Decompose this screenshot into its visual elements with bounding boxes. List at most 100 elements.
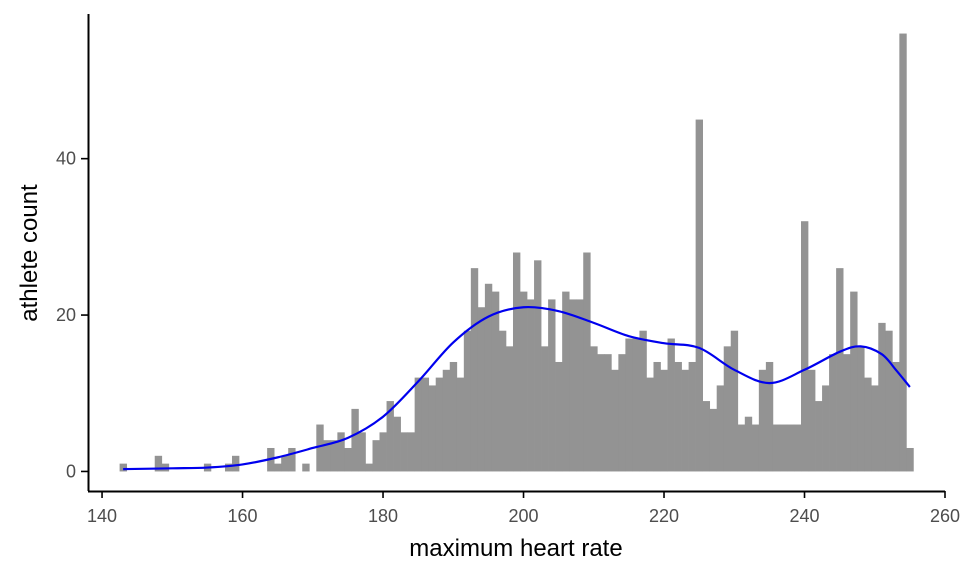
histogram-bar [772,424,781,472]
histogram-bar [751,424,760,472]
histogram-bar [274,463,282,472]
histogram-bar [611,369,619,472]
histogram-bar [491,291,500,472]
y-tick-label: 0 [66,461,76,481]
histogram-bar [330,440,338,472]
histogram-bar [442,369,451,472]
histogram-bar [744,416,753,472]
histogram-bar [288,447,296,472]
histogram-bar [801,221,809,472]
histogram-bar [829,354,837,472]
histogram-bar [379,432,387,472]
histogram-bar [512,252,521,472]
histogram-bar [793,424,802,472]
histogram-bar [232,455,240,472]
x-tick-label: 220 [649,506,679,526]
histogram-bar [498,330,507,472]
histogram-bar [604,354,612,472]
x-tick-label: 140 [87,506,117,526]
histogram-bar [871,385,879,472]
x-tick-label: 180 [368,506,398,526]
histogram-bar [344,447,352,472]
histogram-bar [583,252,591,472]
x-axis-ticks: 140 160 180 200 220 240 260 [87,491,960,526]
histogram-bar [449,361,458,472]
histogram-bar [822,385,830,472]
histogram-bar [737,424,746,472]
histogram-bar [400,432,408,472]
y-axis-title: athlete count [16,184,43,322]
histogram-bar [723,346,732,472]
histogram-bar [808,369,816,472]
histogram-bar [154,455,163,472]
histogram-bar [372,440,380,472]
histogram-bar [576,299,584,472]
histogram-bar [892,361,900,472]
histogram-bar [843,354,851,472]
histogram-bar [660,369,668,472]
histogram-bar [435,377,444,472]
histogram-bar [484,283,493,472]
histogram-bars [119,33,914,472]
y-tick-label: 20 [56,305,76,325]
y-axis-ticks: 0 20 40 [56,149,88,481]
histogram-bar [836,268,844,472]
histogram-bar [786,424,795,472]
histogram-bar [281,455,289,472]
histogram-bar [653,361,661,472]
histogram-bar [632,338,640,472]
histogram-bar [681,369,689,472]
histogram-bar [365,463,373,472]
histogram-bar [815,401,823,472]
histogram-bar [730,330,739,472]
histogram-bar [590,346,598,472]
histogram-bar [646,377,654,472]
histogram-bar [407,432,415,472]
histogram-bar [456,377,465,472]
histogram-bar [716,385,725,472]
histogram-bar [421,377,430,472]
histogram-bar [505,346,514,472]
histogram-bar [864,377,872,472]
histogram-bar [323,440,331,472]
x-tick-label: 160 [228,506,258,526]
histogram-bar [702,401,711,472]
histogram-bar [850,291,858,472]
histogram-bar [695,119,703,472]
x-tick-label: 260 [930,506,960,526]
histogram-bar [119,463,127,472]
histogram-bar [541,346,549,472]
histogram-bar [765,361,774,472]
density-curve [123,305,911,471]
histogram-bar [337,432,345,472]
histogram-bar [857,346,865,472]
histogram-bar [878,322,886,472]
x-axis-title: maximum heart rate [409,535,622,562]
histogram-bar [639,330,647,472]
histogram-bar [899,33,907,472]
histogram-bar [548,299,556,472]
histogram-bar [709,408,718,472]
histogram-bar [688,361,696,472]
x-tick-label: 200 [509,506,539,526]
histogram-bar [555,361,563,472]
histogram-bar [758,369,767,472]
histogram-bar [302,463,310,472]
histogram-bar [597,354,605,472]
histogram-bar [520,291,528,472]
histogram-bar [358,432,366,472]
histogram-bar [470,268,479,472]
histogram-bar [224,463,233,472]
histogram-bar [885,330,893,472]
x-tick-label: 240 [789,506,819,526]
histogram-bar [463,330,472,472]
histogram-bar [527,299,535,472]
histogram-bar [562,291,570,472]
histogram-bar [674,361,682,472]
histogram-bar [906,447,914,472]
histogram-bar [625,338,633,472]
histogram-bar [386,401,394,472]
histogram-bar [667,338,675,472]
histogram-bar [569,299,577,472]
